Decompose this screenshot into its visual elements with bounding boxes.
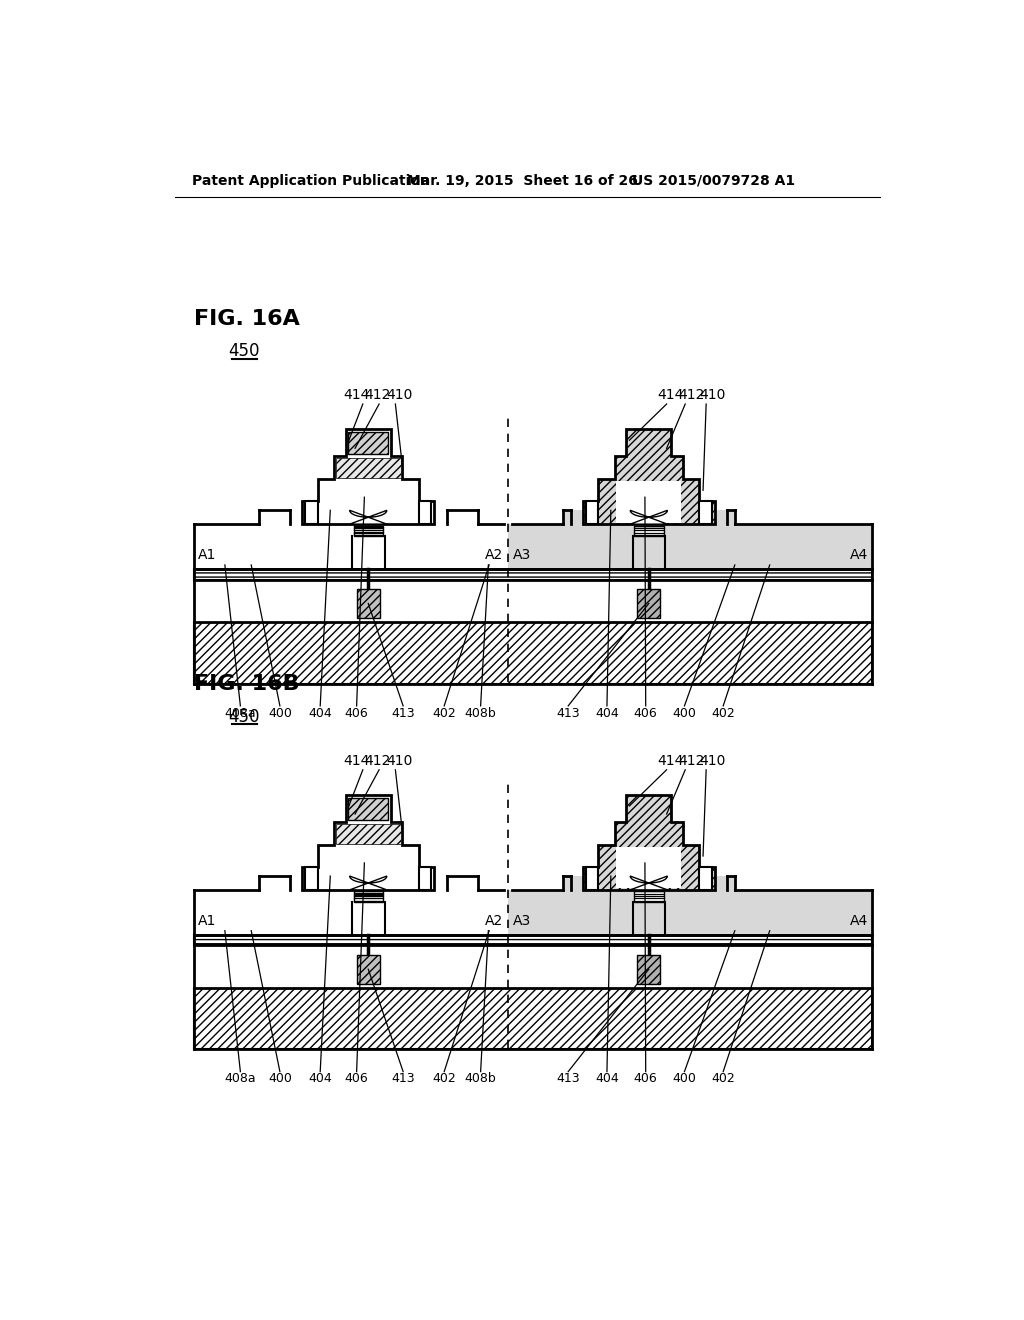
Polygon shape [699, 867, 712, 890]
Bar [194, 579, 872, 622]
Text: 413: 413 [556, 706, 580, 719]
Text: 414: 414 [343, 388, 370, 403]
Text: A2: A2 [484, 913, 503, 928]
Text: 402: 402 [712, 706, 735, 719]
Text: 408a: 408a [224, 706, 256, 719]
Text: 400: 400 [268, 1072, 292, 1085]
Bar [637, 954, 660, 983]
Polygon shape [419, 502, 431, 524]
Text: 413: 413 [391, 1072, 415, 1085]
Text: 412: 412 [365, 388, 391, 403]
Polygon shape [616, 480, 681, 523]
Text: 450: 450 [228, 342, 260, 360]
Text: 410: 410 [386, 754, 413, 768]
Text: Mar. 19, 2015  Sheet 16 of 26: Mar. 19, 2015 Sheet 16 of 26 [407, 174, 638, 187]
Text: 410: 410 [699, 388, 726, 403]
Text: 414: 414 [657, 754, 684, 768]
Bar [508, 524, 872, 569]
Bar [259, 511, 477, 524]
Bar [353, 891, 383, 903]
Text: 412: 412 [365, 754, 391, 768]
Polygon shape [336, 824, 400, 843]
Bar [563, 511, 735, 524]
Bar [637, 589, 660, 618]
Text: A1: A1 [198, 548, 216, 562]
Polygon shape [302, 429, 434, 524]
Bar [634, 525, 664, 536]
Bar [634, 891, 664, 903]
Text: 402: 402 [712, 1072, 735, 1085]
Text: 413: 413 [556, 1072, 580, 1085]
Polygon shape [348, 797, 388, 820]
Polygon shape [630, 876, 668, 890]
Text: US 2015/0079728 A1: US 2015/0079728 A1 [632, 174, 795, 187]
Polygon shape [305, 867, 317, 890]
Text: FIG. 16B: FIG. 16B [194, 675, 299, 694]
Text: 413: 413 [391, 706, 415, 719]
Polygon shape [349, 511, 387, 524]
Text: 412: 412 [678, 754, 705, 768]
Bar [194, 622, 872, 684]
Polygon shape [305, 502, 317, 524]
Text: 414: 414 [657, 388, 684, 403]
Polygon shape [586, 502, 598, 524]
Bar [508, 890, 872, 935]
Text: 404: 404 [308, 1072, 332, 1085]
Polygon shape [699, 502, 712, 524]
Polygon shape [583, 429, 715, 524]
Text: Patent Application Publication: Patent Application Publication [191, 174, 429, 187]
Text: 406: 406 [345, 706, 369, 719]
Text: A4: A4 [850, 913, 868, 928]
Text: FIG. 16A: FIG. 16A [194, 309, 300, 329]
Bar [194, 945, 872, 987]
Text: 406: 406 [634, 706, 657, 719]
Polygon shape [586, 867, 598, 890]
Bar [194, 569, 872, 579]
Bar [353, 525, 383, 536]
Bar [194, 524, 872, 569]
Polygon shape [616, 847, 681, 888]
Text: A1: A1 [198, 913, 216, 928]
Bar [194, 987, 872, 1049]
Text: A3: A3 [512, 913, 530, 928]
Polygon shape [348, 432, 388, 454]
Bar [356, 589, 380, 618]
Text: 412: 412 [678, 388, 705, 403]
Text: 406: 406 [345, 1072, 369, 1085]
Polygon shape [630, 511, 668, 524]
Text: A4: A4 [850, 548, 868, 562]
Polygon shape [419, 867, 431, 890]
Bar [194, 511, 259, 524]
Text: 408b: 408b [465, 706, 497, 719]
Polygon shape [336, 458, 400, 478]
Text: 400: 400 [673, 1072, 696, 1085]
Bar [259, 876, 477, 890]
Text: 402: 402 [432, 1072, 456, 1085]
Text: 400: 400 [673, 706, 696, 719]
Polygon shape [349, 876, 387, 890]
Text: 450: 450 [228, 708, 260, 726]
Bar [563, 876, 735, 890]
Text: 410: 410 [699, 754, 726, 768]
Bar [194, 935, 872, 945]
Text: 404: 404 [595, 1072, 618, 1085]
Bar [356, 954, 380, 983]
Text: 406: 406 [634, 1072, 657, 1085]
Bar [194, 524, 872, 684]
Text: 404: 404 [595, 706, 618, 719]
Text: 402: 402 [432, 706, 456, 719]
Bar [194, 876, 259, 890]
Text: 408b: 408b [465, 1072, 497, 1085]
Text: 414: 414 [343, 754, 370, 768]
Text: 408a: 408a [224, 1072, 256, 1085]
Text: 410: 410 [386, 388, 413, 403]
Polygon shape [302, 795, 434, 890]
Polygon shape [583, 795, 715, 890]
Bar [194, 890, 872, 1049]
Text: A3: A3 [512, 548, 530, 562]
Text: A2: A2 [484, 548, 503, 562]
Text: 400: 400 [268, 706, 292, 719]
Text: 404: 404 [308, 706, 332, 719]
Bar [194, 890, 872, 935]
